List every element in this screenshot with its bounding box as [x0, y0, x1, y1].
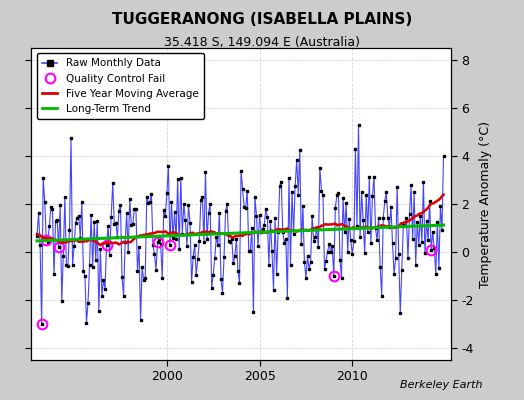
Text: 35.418 S, 149.094 E (Australia): 35.418 S, 149.094 E (Australia)	[164, 36, 360, 49]
Text: Berkeley Earth: Berkeley Earth	[400, 380, 482, 390]
Text: TUGGERANONG (ISABELLA PLAINS): TUGGERANONG (ISABELLA PLAINS)	[112, 12, 412, 27]
Legend: Raw Monthly Data, Quality Control Fail, Five Year Moving Average, Long-Term Tren: Raw Monthly Data, Quality Control Fail, …	[37, 53, 204, 119]
Y-axis label: Temperature Anomaly (°C): Temperature Anomaly (°C)	[479, 120, 492, 288]
